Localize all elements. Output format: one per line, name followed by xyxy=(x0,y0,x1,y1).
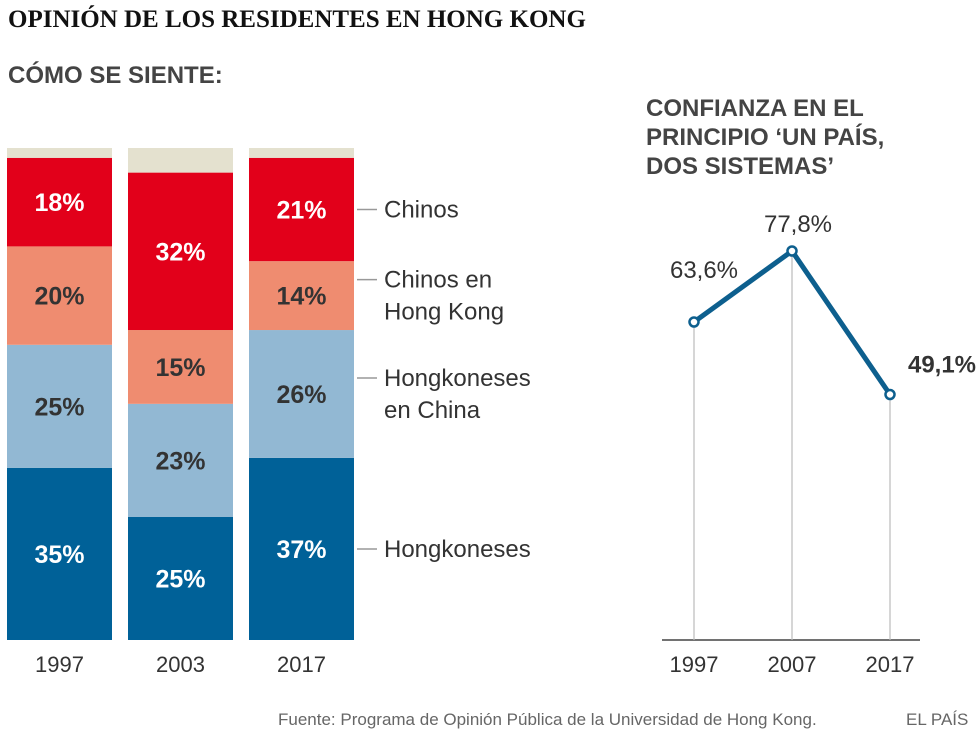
x-tick-label: 2007 xyxy=(768,652,817,677)
data-label: 14% xyxy=(276,283,326,311)
legend-label: Chinos xyxy=(384,197,459,224)
data-label: 15% xyxy=(155,354,205,382)
bar-segment xyxy=(128,148,233,173)
line-chart-title-line: DOS SISTEMAS’ xyxy=(646,153,835,180)
data-label: 37% xyxy=(276,536,326,564)
bar-segment xyxy=(7,246,112,345)
data-label: 20% xyxy=(34,283,84,311)
legend-label: Hong Kong xyxy=(384,299,504,326)
data-label: 25% xyxy=(155,566,205,594)
bar-segment xyxy=(249,261,354,331)
bar-segment xyxy=(7,148,112,158)
data-label: 63,6% xyxy=(670,257,738,284)
line-chart-title-line: PRINCIPIO ‘UN PAÍS, xyxy=(646,124,885,151)
data-label: 25% xyxy=(34,393,84,421)
brand-logo: EL PAÍS xyxy=(906,710,969,729)
line-chart-title-line: CONFIANZA EN EL xyxy=(646,95,864,122)
bar-segment xyxy=(128,517,233,640)
bar-segment xyxy=(128,330,233,404)
bar-chart-title: CÓMO SE SIENTE: xyxy=(8,62,223,89)
x-tick-label: 2017 xyxy=(277,652,326,677)
data-label: 26% xyxy=(276,381,326,409)
bar-segment xyxy=(249,457,354,640)
data-point xyxy=(786,245,798,257)
line-chart-title: CONFIANZA EN EL PRINCIPIO ‘UN PAÍS, DOS … xyxy=(646,94,946,181)
x-tick-label: 2003 xyxy=(156,652,205,677)
bar-segment xyxy=(128,403,233,517)
data-label: 32% xyxy=(155,238,205,266)
data-label: 35% xyxy=(34,541,84,569)
bar-segment xyxy=(128,172,233,331)
data-label: 23% xyxy=(155,447,205,475)
legend-label: Chinos en xyxy=(384,267,492,294)
data-label: 77,8% xyxy=(764,211,832,238)
legend-label: en China xyxy=(384,397,481,424)
bar-segment xyxy=(7,467,112,640)
bar-segment xyxy=(249,148,354,158)
bar-segment xyxy=(7,344,112,468)
data-point xyxy=(884,388,896,401)
x-tick-label: 1997 xyxy=(35,652,84,677)
data-point xyxy=(688,316,700,328)
bar-segment xyxy=(249,330,354,458)
bar-segment xyxy=(249,157,354,262)
chart-title: OPINIÓN DE LOS RESIDENTES EN HONG KONG xyxy=(8,6,586,33)
data-label: 49,1% xyxy=(908,352,976,379)
legend-label: Hongkoneses xyxy=(384,365,531,392)
legend-label: Hongkoneses xyxy=(384,536,531,563)
bar-segment xyxy=(7,157,112,247)
source-note: Fuente: Programa de Opinión Pública de l… xyxy=(278,710,817,729)
x-tick-label: 1997 xyxy=(670,652,719,677)
data-label: 18% xyxy=(34,189,84,217)
x-tick-label: 2017 xyxy=(866,652,915,677)
data-label: 21% xyxy=(276,197,326,225)
